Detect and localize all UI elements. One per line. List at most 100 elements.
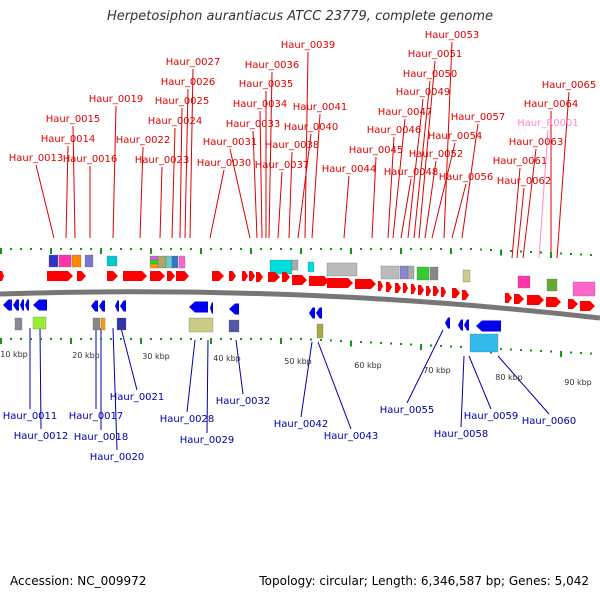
outer-tick xyxy=(160,248,162,250)
forward-gene-label[interactable]: Haur_0061 xyxy=(493,156,548,167)
forward-gene-arrow xyxy=(47,271,73,281)
forward-gene-label[interactable]: Haur_0064 xyxy=(524,99,579,110)
reverse-gene-label[interactable]: Haur_0021 xyxy=(110,392,165,403)
reverse-gene-label[interactable]: Haur_0032 xyxy=(216,396,271,407)
forward-gene-label[interactable]: Haur_0050 xyxy=(403,69,458,80)
outer-tick xyxy=(400,248,402,254)
reverse-gene-label[interactable]: Haur_0012 xyxy=(14,431,69,442)
inner-tick xyxy=(370,341,372,344)
forward-gene-label[interactable]: Haur_0057 xyxy=(451,112,506,123)
forward-gene-label[interactable]: Haur_0015 xyxy=(46,114,101,125)
inner-tick xyxy=(560,351,562,357)
reverse-gene-label[interactable]: Haur_0011 xyxy=(3,411,58,422)
forward-gene-label[interactable]: Haur_0019 xyxy=(89,94,144,105)
forward-gene-label[interactable]: Haur_0040 xyxy=(284,122,339,133)
forward-gene-label[interactable]: Haur_0035 xyxy=(239,79,294,90)
reverse-gene-label[interactable]: Haur_0029 xyxy=(180,435,235,446)
feature-box xyxy=(316,323,324,339)
forward-gene-label[interactable]: Haur_0024 xyxy=(148,116,203,127)
scale-label: 70 kbp xyxy=(423,366,451,375)
forward-gene-label[interactable]: Haur_0030 xyxy=(197,158,252,169)
forward-gene-label[interactable]: Haur_0016 xyxy=(63,154,118,165)
scale-label: 60 kbp xyxy=(354,361,382,370)
outer-tick xyxy=(130,248,132,250)
forward-gene-label[interactable]: Haur_0046 xyxy=(367,125,422,136)
forward-gene-label[interactable]: Haur_0056 xyxy=(439,172,494,183)
forward-gene-label[interactable]: Haur_0063 xyxy=(509,137,564,148)
forward-gene-leader xyxy=(72,125,76,239)
forward-gene-leader xyxy=(516,187,525,259)
feature-box xyxy=(157,255,167,269)
forward-gene-label[interactable]: Haur_0039 xyxy=(281,40,336,51)
forward-gene-leader xyxy=(65,145,69,239)
inner-tick xyxy=(140,338,142,344)
forward-gene-leader xyxy=(288,151,293,239)
outer-tick xyxy=(580,253,582,256)
outer-tick xyxy=(240,248,242,250)
forward-gene-label[interactable]: Haur_0038 xyxy=(265,140,320,151)
reverse-gene-leader xyxy=(186,339,196,413)
forward-gene-label[interactable]: Haur_0051 xyxy=(408,49,463,60)
forward-gene-label[interactable]: Haur_0049 xyxy=(396,87,451,98)
forward-gene-label[interactable]: Haur_0033 xyxy=(226,119,281,130)
forward-gene-leader xyxy=(184,88,189,239)
inner-tick xyxy=(260,338,262,340)
forward-gene-label[interactable]: Haur_0027 xyxy=(166,57,221,68)
reverse-gene-label[interactable]: Haur_0059 xyxy=(464,411,519,422)
forward-gene-label[interactable]: Haur_0014 xyxy=(41,134,96,145)
forward-gene-leader xyxy=(311,113,321,239)
reverse-gene-label[interactable]: Haur_0058 xyxy=(434,429,489,440)
forward-gene-leader xyxy=(424,160,437,239)
forward-gene-label[interactable]: Haur_0045 xyxy=(349,145,404,156)
reverse-gene-label[interactable]: Haur_0028 xyxy=(160,414,215,425)
outer-tick xyxy=(230,248,232,250)
reverse-gene-label[interactable]: Haur_0018 xyxy=(74,432,129,443)
forward-gene-label[interactable]: Haur_0062 xyxy=(497,176,552,187)
forward-gene-label[interactable]: Haur_0022 xyxy=(116,135,171,146)
forward-gene-label[interactable]: Haur_0065 xyxy=(542,80,597,91)
feature-box xyxy=(326,262,358,277)
reverse-gene-label[interactable]: Haur_0020 xyxy=(90,452,145,463)
forward-gene-label[interactable]: Haur_0041 xyxy=(293,102,348,113)
forward-gene-label[interactable]: Haur_0036 xyxy=(245,60,300,71)
forward-gene-arrow xyxy=(268,272,280,282)
forward-gene-leader xyxy=(343,175,350,239)
forward-gene-label[interactable]: Haur_0047 xyxy=(378,107,433,118)
inner-tick xyxy=(130,338,132,340)
feature-box xyxy=(188,317,214,333)
forward-gene-label[interactable]: Haur_0026 xyxy=(161,77,216,88)
forward-gene-leader xyxy=(139,146,144,239)
reverse-gene-arrow xyxy=(309,307,315,319)
forward-gene-label[interactable]: Haur_0031 xyxy=(203,137,258,148)
forward-gene-label[interactable]: Haur_0054 xyxy=(428,131,483,142)
feature-box xyxy=(165,255,173,269)
forward-gene-label[interactable]: Haur_0052 xyxy=(409,149,464,160)
reverse-gene-label[interactable]: Haur_0043 xyxy=(324,431,379,442)
reverse-gene-label[interactable]: Haur_0055 xyxy=(380,405,435,416)
feature-box xyxy=(178,255,186,269)
feature-box xyxy=(92,317,101,331)
forward-gene-label[interactable]: Haur_0034 xyxy=(233,99,288,110)
inner-tick xyxy=(410,343,412,346)
outer-tick xyxy=(540,251,542,254)
reverse-gene-label[interactable]: Haur_0060 xyxy=(522,416,577,427)
forward-gene-label[interactable]: Haur_0023 xyxy=(135,155,190,166)
reverse-gene-label[interactable]: Haur_0017 xyxy=(69,411,124,422)
reverse-gene-arrow xyxy=(3,299,12,311)
forward-gene-label[interactable]: Haur_0048 xyxy=(384,167,439,178)
reverse-gene-label[interactable]: Haur_0042 xyxy=(274,419,329,430)
forward-gene-label[interactable]: Haur_0044 xyxy=(322,164,377,175)
inner-tick xyxy=(510,348,512,351)
forward-gene-label[interactable]: Haur_R0001 xyxy=(517,118,579,129)
feature-box xyxy=(291,259,299,271)
forward-gene-label[interactable]: Haur_0037 xyxy=(255,160,310,171)
inner-tick xyxy=(80,338,82,340)
feature-box xyxy=(380,265,400,280)
forward-gene-label[interactable]: Haur_0013 xyxy=(9,153,64,164)
forward-gene-label[interactable]: Haur_0025 xyxy=(155,96,210,107)
reverse-gene-leader xyxy=(497,355,550,415)
outer-tick xyxy=(320,248,322,250)
inner-tick xyxy=(330,339,332,342)
forward-gene-label[interactable]: Haur_0053 xyxy=(425,30,480,41)
outer-tick xyxy=(550,252,552,258)
